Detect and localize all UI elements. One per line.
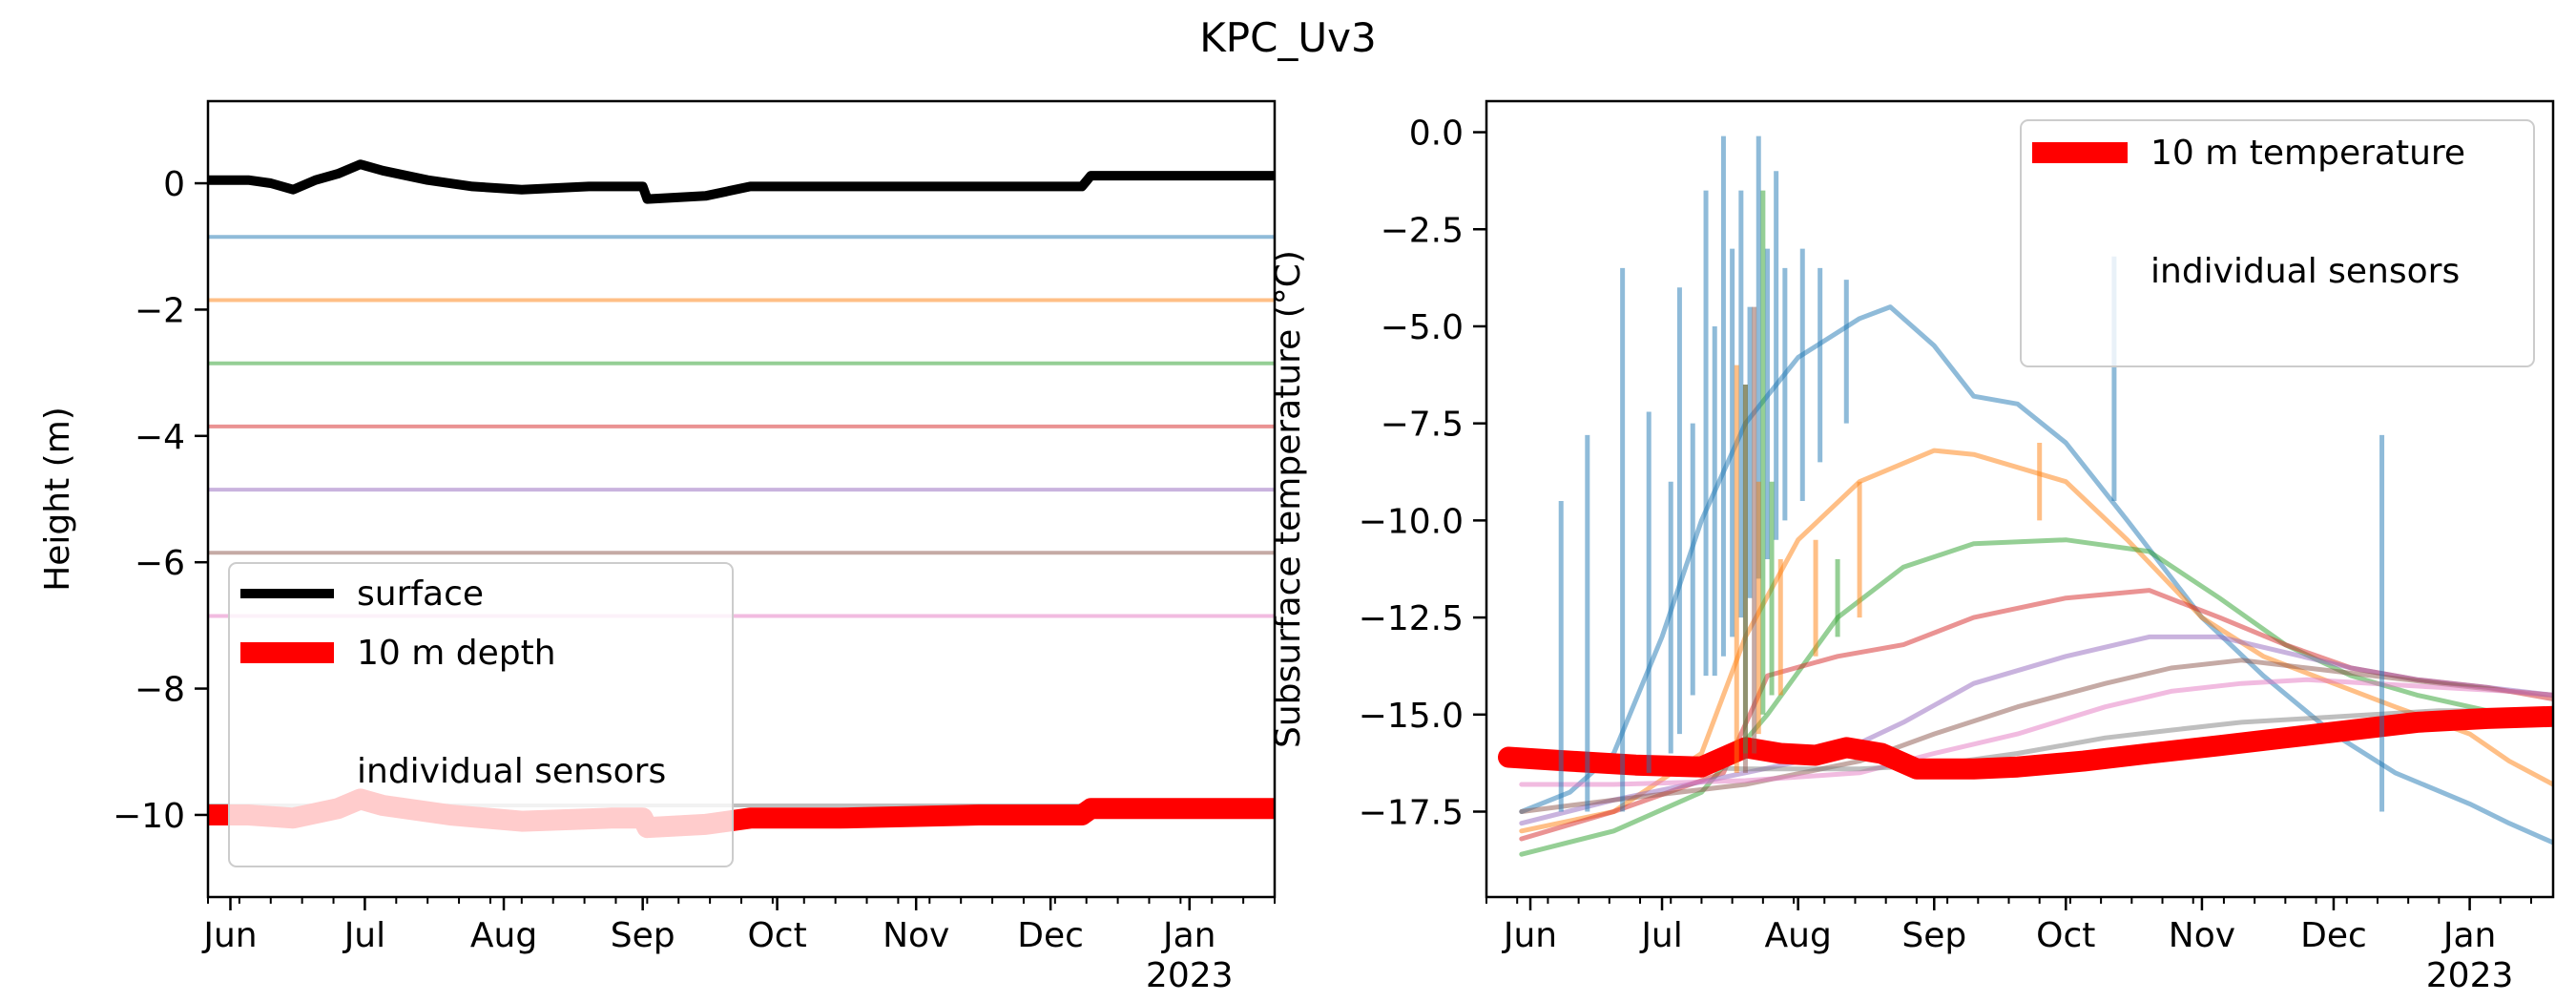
- right-y-tick-label: 0.0: [1409, 115, 1464, 154]
- left-y-tick-label: −10: [113, 797, 185, 836]
- right-y-tick-label: −2.5: [1381, 211, 1464, 250]
- right-series-temp10-8: [1498, 705, 2553, 780]
- right-x-tick-year: 2023: [2426, 956, 2514, 995]
- left-x-tick-label: Jan: [1161, 916, 1216, 955]
- right-y-axis-label: Subsurface temperature (°C): [1269, 250, 1308, 748]
- left-x-tick-label: Dec: [1017, 916, 1084, 955]
- left-x-tick-label: Jul: [343, 916, 385, 955]
- legend-label-individual-sensors-right: individual sensors: [2150, 252, 2460, 291]
- right-y-tick-label: −15.0: [1359, 697, 1464, 736]
- right-y-tick-label: −17.5: [1359, 793, 1464, 832]
- left-y-tick-label: −2: [135, 291, 185, 330]
- left-y-tick-label: −8: [135, 671, 185, 710]
- right-plot-frame: [1485, 99, 2555, 899]
- left-y-axis-label: Height (m): [38, 407, 77, 592]
- left-x-tick-year: 2023: [1146, 956, 1234, 995]
- right-x-tick-label: Sep: [1901, 916, 1966, 955]
- right-x-tick-label: Oct: [2036, 916, 2095, 955]
- left-x-tick-label: Nov: [883, 916, 949, 955]
- right-series-sensor-0: [1519, 304, 2553, 845]
- figure-title: KPC_Uv3: [1199, 14, 1377, 61]
- legend-label-individual-sensors-left: individual sensors: [357, 752, 666, 791]
- right-x-tick-label: Nov: [2169, 916, 2235, 955]
- right-legend-box: [2020, 119, 2535, 367]
- legend-label-10m-depth: 10 m depth: [357, 634, 556, 673]
- right-legend: 10 m temperature individual sensors: [2020, 119, 2535, 367]
- legend-label-surface: surface: [357, 574, 484, 614]
- right-series-sensor-6: [1519, 677, 2553, 787]
- left-series-surface-8: [208, 159, 1275, 204]
- right-series-sensor-2: [1519, 537, 2553, 857]
- left-x-tick-label: Jun: [201, 916, 257, 955]
- right-y-tick-label: −7.5: [1381, 406, 1464, 445]
- right-x-tick-label: Jun: [1502, 916, 1557, 955]
- left-y-tick-label: −4: [135, 418, 185, 457]
- right-y-tick-label: −5.0: [1381, 308, 1464, 347]
- right-x-tick-label: Jul: [1639, 916, 1682, 955]
- left-x-tick-label: Oct: [747, 916, 806, 955]
- right-x-tick-label: Aug: [1765, 916, 1832, 955]
- left-x-tick-label: Sep: [611, 916, 675, 955]
- left-y-tick-label: 0: [163, 165, 185, 204]
- left-legend-box: [228, 562, 734, 867]
- right-y-tick-label: −10.0: [1359, 502, 1464, 541]
- right-x-tick-label: Jan: [2441, 916, 2497, 955]
- right-series-layer: [1498, 136, 2553, 857]
- right-x-tick-label: Dec: [2300, 916, 2367, 955]
- left-x-tick-label: Aug: [470, 916, 537, 955]
- right-y-tick-label: −12.5: [1359, 599, 1464, 638]
- legend-label-10m-temperature: 10 m temperature: [2150, 134, 2465, 173]
- left-y-tick-label: −6: [135, 544, 185, 583]
- left-legend: surface 10 m depth individual sensors: [228, 562, 734, 867]
